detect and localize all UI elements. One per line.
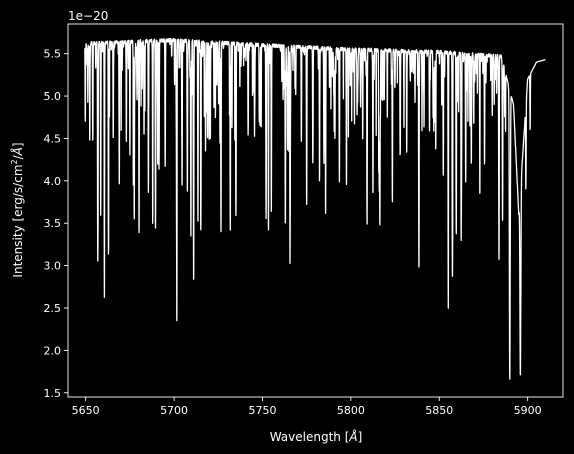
y-axis: 1.5 2.0 2.5 3.0 3.5 4.0 4.5 5.0 5.5 (44, 48, 68, 400)
x-axis-label: Wavelength [Å] (270, 429, 363, 444)
axes-frame (67, 23, 564, 398)
x-axis: 5650 5700 5750 5800 5850 5900 (72, 397, 542, 417)
y-tick-label: 3.5 (44, 217, 62, 230)
x-tick-label: 5900 (514, 404, 542, 417)
spectrum-series-line (84, 37, 546, 380)
y-tick-label: 4.0 (44, 175, 62, 188)
y-tick-label: 5.5 (44, 48, 62, 61)
y-tick-label: 3.0 (44, 260, 62, 273)
x-tick-label: 5850 (425, 404, 453, 417)
x-tick-label: 5700 (160, 404, 188, 417)
y-tick-label: 4.5 (44, 132, 62, 145)
y-axis-label: Intensity [erg/s/cm2/Å] (10, 142, 25, 277)
y-tick-label: 2.5 (44, 302, 62, 315)
x-tick-label: 5750 (248, 404, 276, 417)
plot-area (67, 23, 564, 398)
y-tick-label: 5.0 (44, 90, 62, 103)
x-tick-label: 5800 (337, 404, 365, 417)
y-tick-label: 1.5 (44, 387, 62, 400)
y-tick-label: 2.0 (44, 344, 62, 357)
x-tick-label: 5650 (72, 404, 100, 417)
y-offset-label: 1e−20 (68, 9, 108, 23)
